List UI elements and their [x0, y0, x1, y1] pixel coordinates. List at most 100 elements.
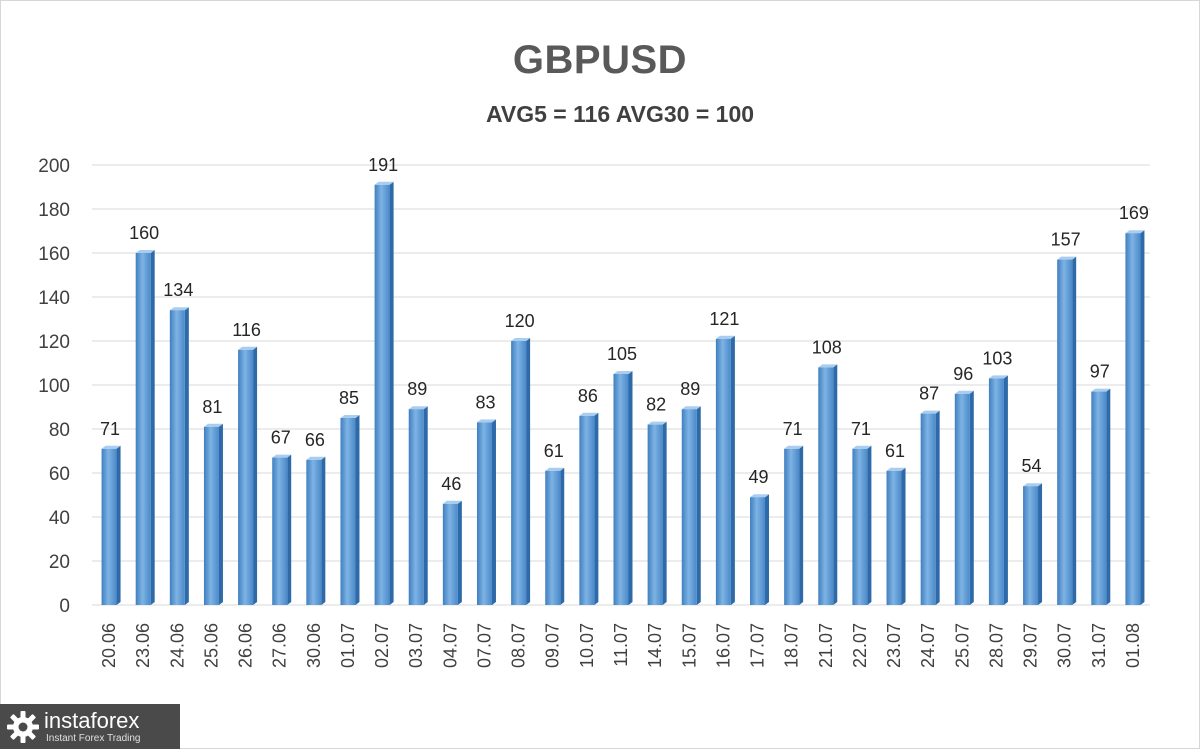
data-label: 66 [305, 430, 325, 450]
data-label: 89 [407, 379, 427, 399]
data-label: 120 [505, 311, 535, 331]
x-tick-label: 04.07 [440, 623, 460, 668]
data-label: 82 [646, 395, 666, 415]
bar [545, 467, 565, 605]
data-label: 116 [232, 320, 261, 340]
bar [852, 445, 872, 605]
bars [101, 181, 1145, 606]
x-tick-label: 11.07 [611, 623, 631, 667]
bar [715, 335, 735, 605]
x-tick-label: 24.06 [167, 623, 187, 668]
x-tick-label: 28.07 [986, 623, 1006, 668]
x-tick-label: 02.07 [372, 623, 392, 668]
logo-gear-icon [7, 711, 39, 743]
data-label: 96 [953, 364, 973, 384]
x-tick-label: 27.06 [270, 623, 290, 668]
bar [613, 371, 633, 605]
data-label: 61 [544, 441, 564, 461]
x-tick-label: 01.08 [1123, 623, 1143, 668]
x-tick-label: 22.07 [850, 623, 870, 668]
logo-tagline: Instant Forex Trading [46, 733, 141, 744]
x-tick-label: 21.07 [816, 623, 836, 668]
x-tick-label: 08.07 [509, 623, 529, 668]
x-tick-label: 07.07 [474, 623, 494, 668]
chart-title: GBPUSD [512, 38, 688, 82]
y-tick-label: 100 [38, 376, 70, 397]
bar [1125, 230, 1145, 605]
data-label: 86 [578, 386, 598, 406]
bar [750, 494, 770, 605]
bar [408, 406, 428, 605]
x-tick-label: 29.07 [1021, 623, 1041, 668]
bar [681, 406, 701, 605]
data-label: 108 [812, 337, 842, 357]
x-tick-label: 25.07 [952, 623, 972, 668]
x-axis-tick-labels: 20.06 23.06 24.06 25.06 26.06 27.06 30.06 01.07… [99, 623, 1143, 668]
y-tick-label: 200 [38, 156, 70, 177]
logo-wordmark: instaforex [44, 708, 140, 733]
data-label: 157 [1051, 230, 1081, 250]
data-label: 97 [1090, 362, 1110, 382]
data-label: 169 [1119, 203, 1149, 223]
x-tick-label: 23.07 [884, 623, 904, 668]
data-label: 134 [163, 280, 193, 300]
y-tick-label: 80 [49, 420, 70, 441]
instaforex-logo: instaforex Instant Forex Trading [0, 704, 180, 749]
x-tick-label: 30.06 [304, 623, 324, 668]
data-label: 160 [129, 223, 159, 243]
x-tick-label: 20.06 [99, 623, 119, 668]
bar [272, 454, 292, 605]
bar [476, 419, 496, 605]
x-tick-label: 09.07 [543, 623, 563, 668]
data-label: 87 [919, 384, 939, 404]
x-tick-label: 18.07 [782, 623, 802, 668]
bar [306, 456, 326, 605]
bar [920, 410, 940, 605]
bar [647, 421, 667, 605]
x-tick-label: 23.06 [133, 623, 153, 668]
data-label: 61 [885, 441, 905, 461]
data-label: 71 [783, 419, 803, 439]
x-tick-label: 24.07 [918, 623, 938, 668]
data-label: 85 [339, 388, 359, 408]
y-tick-label: 140 [38, 288, 70, 309]
y-tick-label: 0 [59, 596, 70, 617]
bar [988, 375, 1008, 605]
bar [784, 445, 804, 605]
data-label: 49 [749, 467, 769, 487]
y-tick-label: 160 [38, 244, 70, 265]
data-label: 67 [271, 428, 291, 448]
bar [442, 500, 462, 605]
y-tick-label: 60 [49, 464, 70, 485]
x-tick-label: 03.07 [406, 623, 426, 668]
data-label: 83 [475, 392, 495, 412]
y-tick-label: 40 [49, 508, 70, 529]
data-label: 103 [982, 348, 1012, 368]
data-label: 71 [100, 419, 120, 439]
x-tick-label: 26.06 [236, 623, 256, 668]
bar [954, 390, 974, 605]
x-tick-label: 31.07 [1089, 623, 1109, 668]
x-tick-label: 10.07 [577, 623, 597, 668]
data-label: 89 [680, 379, 700, 399]
bar [169, 307, 189, 605]
data-label: 105 [607, 344, 637, 364]
x-tick-label: 17.07 [748, 623, 768, 668]
y-tick-label: 180 [38, 200, 70, 221]
bar [886, 467, 906, 605]
bar [1057, 256, 1077, 605]
x-tick-label: 15.07 [679, 623, 699, 668]
data-label: 81 [202, 397, 222, 417]
bar [135, 250, 155, 605]
x-tick-label: 25.06 [201, 623, 221, 668]
x-tick-label: 14.07 [645, 623, 665, 668]
x-tick-label: 16.07 [713, 623, 733, 668]
chart-subtitle: AVG5 = 116 AVG30 = 100 [485, 101, 755, 127]
data-labels: 71 160 134 81 116 67 66 85 191 89 46 83 120 61 86 105 82… [100, 155, 1149, 494]
bar [511, 338, 531, 605]
y-axis-tick-labels: 0 20 40 60 80 100 120 140 160 180 200 [38, 156, 70, 617]
bar [1023, 483, 1043, 605]
bar [340, 415, 360, 605]
